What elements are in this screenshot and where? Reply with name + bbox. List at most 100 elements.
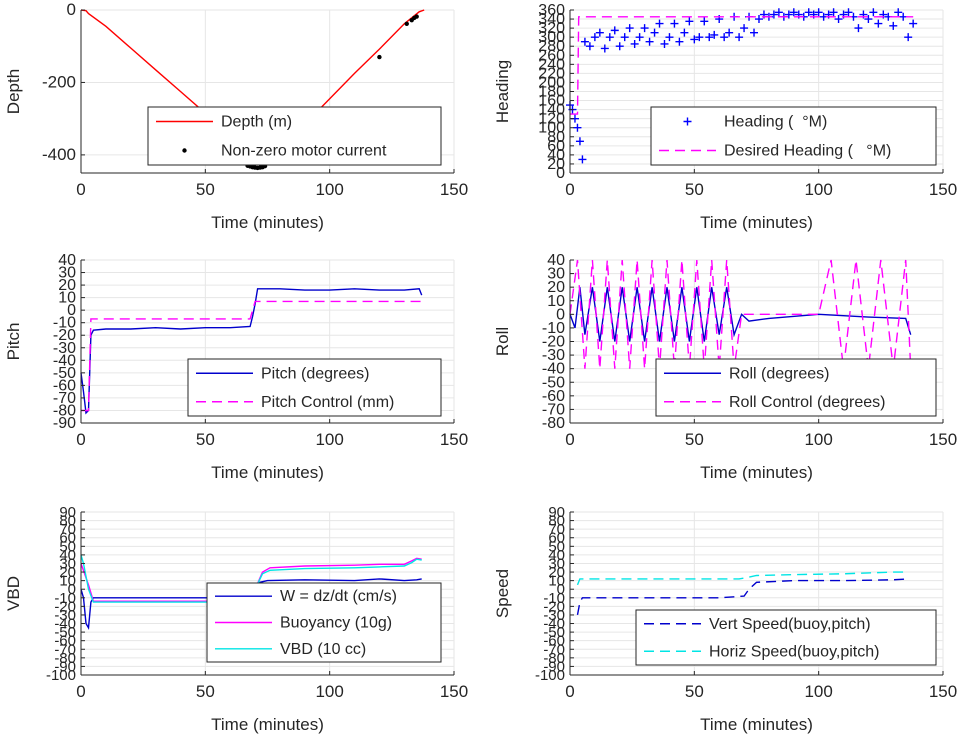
y-tick-label: 240 [538,56,565,73]
chart-speed: 0 50 100 1509080706050403020100-10-20-30-40… [493,504,957,734]
legend-label: Desired Heading ( °M) [724,143,891,160]
legend: W = dz/dt (cm/s) Buoyancy (10g) VBD (10 cc… [206,582,442,663]
y-tick-label: 80 [59,513,76,530]
series-point [635,33,644,42]
y-tick-label: -30 [542,347,565,364]
y-tick-label: 0 [67,302,76,319]
x-tick-label: 100 [804,682,832,701]
y-axis-label: Heading [493,60,512,123]
series-point [864,15,873,24]
chart-roll: 0 50 100 150403020100-10-20-30-40-50-60-70-… [493,252,957,482]
legend: Depth (m) Non-zero motor current [147,106,442,166]
y-axis-label: Depth [4,69,23,114]
y-axis-label: VBD [4,576,23,611]
y-tick-label: 0 [67,0,76,19]
x-tick-label: 150 [929,430,957,449]
y-tick-label: 20 [547,279,565,296]
y-axis-label: Roll [493,327,512,356]
x-tick-label: 100 [804,430,832,449]
x-tick-label: 150 [929,682,957,701]
x-tick-label: 0 [565,682,574,701]
chart-vbd: 0 50 100 1509080706050403020100-10-20-30-40… [4,504,468,734]
legend-label: Roll (degrees) [729,365,829,382]
y-tick-label: -200 [42,72,76,91]
y-tick-label: -20 [542,334,565,351]
y-tick-label: -10 [54,590,76,607]
y-tick-label: -60 [543,633,565,650]
series-point [814,8,823,17]
series-point [665,33,674,42]
series-point [869,8,878,17]
y-tick-label: -90 [54,658,76,675]
legend-label: Non-zero motor current [221,143,387,160]
y-tick-label: -20 [54,598,76,615]
y-tick-label: -60 [53,377,76,394]
y-tick-label: 260 [538,47,565,64]
series-line [81,300,422,412]
y-tick-label: 30 [548,555,565,572]
series-point [854,24,863,33]
y-tick-label: -40 [54,616,76,633]
series-point [585,42,594,51]
x-tick-label: 0 [76,180,85,199]
y-tick-label: 50 [59,538,76,555]
series-point [655,19,664,28]
y-tick-label: 50 [548,538,565,555]
y-tick-label: -20 [53,327,76,344]
x-tick-label: 50 [196,430,215,449]
x-tick-label: 150 [929,180,957,199]
y-tick-label: -40 [542,361,565,378]
y-tick-label: -30 [54,607,76,624]
legend: Vert Speed(buoy,pitch) Horiz Speed(buoy,p… [635,609,937,666]
legend-label: Pitch Control (mm) [261,394,394,411]
x-axis-label: Time (minutes) [211,213,324,232]
y-tick-label: 10 [58,290,76,307]
y-tick-label: -50 [542,374,565,391]
series-point [645,37,654,46]
y-tick-label: 80 [548,513,565,530]
series-point [620,33,629,42]
series-point [904,33,913,42]
series-point [720,33,729,42]
series-point [705,33,714,42]
y-tick-label: 20 [547,156,565,173]
legend: Pitch (degrees) Pitch Control (mm) [187,358,442,417]
series-line [576,571,909,586]
y-axis-label: Speed [493,569,512,618]
x-tick-label: 0 [76,430,85,449]
y-tick-label: -50 [54,624,76,641]
y-tick-label: 60 [548,530,565,547]
series-point [754,15,763,24]
series-point [680,28,689,37]
x-tick-label: 0 [565,430,574,449]
y-tick-label: 10 [547,293,565,310]
series-point [625,24,634,33]
y-tick-label: -100 [535,667,565,684]
y-tick-label: 30 [547,266,565,283]
x-axis-label: Time (minutes) [700,715,813,734]
y-tick-label: 120 [538,111,565,128]
series-line [570,16,914,115]
x-tick-label: 0 [565,180,574,199]
series-point [580,37,589,46]
series-point [844,8,853,17]
series-point [750,28,759,37]
series-point [590,33,599,42]
x-tick-label: 100 [315,682,343,701]
y-tick-label: 40 [547,147,565,164]
y-tick-label: 40 [547,252,565,269]
legend-label: Buoyancy (10g) [280,615,392,632]
x-axis-label: Time (minutes) [700,213,813,232]
y-tick-label: 360 [538,2,565,19]
series-point [889,21,898,30]
series-point [784,10,793,19]
x-tick-label: 50 [196,180,215,199]
x-tick-label: 100 [315,180,343,199]
x-axis-label: Time (minutes) [211,715,324,734]
series-point [700,17,709,26]
chart-heading: 0 50 100 1500204060801001201401601802002202… [493,2,957,232]
x-tick-label: 100 [315,430,343,449]
y-tick-label: 20 [58,277,76,294]
legend-box [655,358,937,417]
